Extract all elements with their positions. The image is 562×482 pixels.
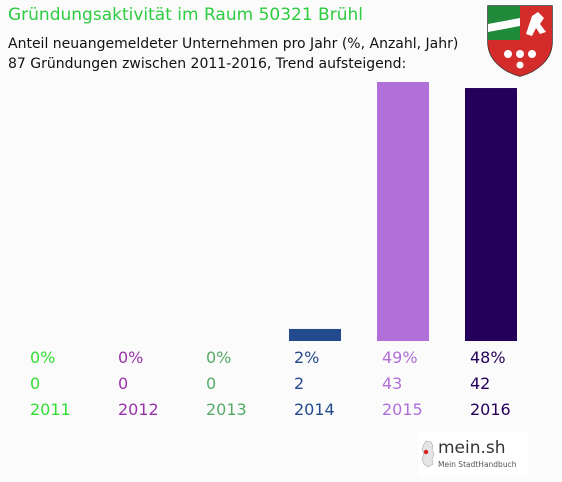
nrw-coat-of-arms-icon — [484, 2, 556, 82]
count-label-2016: 42 — [470, 374, 490, 393]
bar-2014 — [289, 328, 341, 341]
year-label-2012: 2012 — [118, 400, 159, 419]
year-label-2013: 2013 — [206, 400, 247, 419]
brand-name: mein.sh — [438, 438, 506, 458]
percent-label-2011: 0% — [30, 348, 55, 367]
percent-label-2014: 2% — [294, 348, 319, 367]
percent-label-2012: 0% — [118, 348, 143, 367]
year-label-2016: 2016 — [470, 400, 511, 419]
bar-2016 — [465, 88, 517, 341]
chart-subtitle: Anteil neuangemeldeter Unternehmen pro J… — [8, 36, 459, 52]
chart-title: Gründungsaktivität im Raum 50321 Brühl — [8, 5, 363, 25]
count-label-2014: 2 — [294, 374, 304, 393]
bar-2015 — [377, 82, 429, 341]
brand-tagline: Mein StadtHandbuch — [438, 460, 517, 469]
count-label-2013: 0 — [206, 374, 216, 393]
percent-label-2016: 48% — [470, 348, 506, 367]
germany-map-icon — [421, 440, 435, 468]
year-label-2015: 2015 — [382, 400, 423, 419]
brand-logo[interactable]: mein.sh Mein StadtHandbuch — [418, 432, 528, 476]
percent-label-2013: 0% — [206, 348, 231, 367]
year-label-2011: 2011 — [30, 400, 71, 419]
percent-label-2015: 49% — [382, 348, 418, 367]
chart-summary: 87 Gründungen zwischen 2011-2016, Trend … — [8, 56, 407, 72]
count-label-2011: 0 — [30, 374, 40, 393]
year-label-2014: 2014 — [294, 400, 335, 419]
count-label-2015: 43 — [382, 374, 402, 393]
count-label-2012: 0 — [118, 374, 128, 393]
